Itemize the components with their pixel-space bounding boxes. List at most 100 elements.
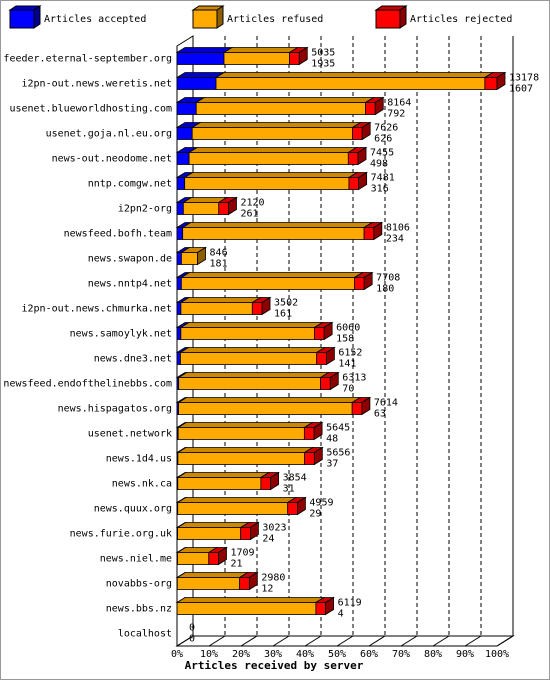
x-tick-label: 60% — [360, 649, 378, 660]
bar-front — [177, 527, 242, 540]
accepted-label: 37 — [326, 459, 338, 470]
total-label: 3023 — [262, 523, 286, 534]
bar-front — [176, 227, 184, 240]
bar-side — [250, 521, 259, 541]
bar-front — [354, 277, 365, 290]
accepted-label: 626 — [374, 134, 392, 145]
tick-mark — [272, 635, 290, 647]
x-tick-label: 40% — [296, 649, 314, 660]
legend-swatch — [399, 5, 407, 29]
accepted-label: 161 — [274, 309, 292, 320]
bar-segment — [364, 96, 385, 116]
total-label: 5656 — [326, 448, 350, 459]
bar-segment — [183, 172, 359, 190]
bar-front — [304, 452, 315, 465]
bar-front — [188, 152, 349, 165]
total-label: 7614 — [374, 398, 398, 409]
bar-front — [178, 402, 353, 415]
bar-side — [361, 396, 371, 416]
bar-top — [194, 97, 375, 103]
total-label: 5645 — [326, 423, 350, 434]
y-tick-label: news.furie.org.uk — [70, 529, 172, 540]
bar-segment — [483, 71, 507, 91]
y-tick-label: usenet.blueworldhosting.com — [9, 104, 172, 115]
bar-front — [315, 602, 326, 615]
bar-front — [195, 102, 366, 115]
bar-segment — [179, 297, 262, 315]
bar-front — [176, 77, 217, 90]
bar-front — [239, 577, 250, 590]
bar-segment — [175, 597, 326, 615]
y-tick-label: usenet.network — [88, 429, 172, 440]
bar-front — [251, 302, 263, 315]
accepted-label: 70 — [342, 384, 354, 395]
bar-front — [352, 127, 363, 140]
bar-side — [228, 196, 237, 216]
bar-segment — [217, 196, 238, 216]
bar-side — [261, 296, 271, 316]
tick-mark — [304, 635, 322, 647]
bar-side — [357, 146, 367, 166]
accepted-label: 234 — [386, 234, 404, 245]
total-label: 2980 — [261, 573, 285, 584]
tick-mark — [336, 635, 354, 647]
bar-front — [289, 52, 300, 65]
bar-segment — [214, 72, 495, 90]
legend-swatch — [192, 9, 218, 29]
accepted-label: 181 — [210, 259, 228, 270]
bar-side — [313, 421, 323, 441]
bar-side — [373, 221, 383, 241]
bar-segment — [302, 421, 324, 441]
total-label: 4959 — [309, 498, 333, 509]
accepted-label: 792 — [387, 109, 405, 120]
y-tick-label: news-out.neodome.net — [52, 154, 172, 165]
bar-front — [180, 277, 355, 290]
bar-front — [176, 102, 197, 115]
y-tick-label: nntp.comgw.net — [88, 179, 172, 190]
bar-segment — [315, 346, 336, 366]
bar-segment — [288, 46, 309, 66]
bar-segment — [319, 371, 340, 391]
bar-front — [176, 202, 184, 215]
bar-segment — [222, 47, 299, 65]
bar-front — [316, 352, 327, 365]
bar-top — [176, 497, 298, 503]
bar-top — [177, 397, 362, 403]
y-tick-label: news.nntp4.net — [88, 279, 172, 290]
bar-side — [297, 496, 306, 516]
bar-front — [184, 177, 350, 190]
bar-segment — [313, 321, 334, 341]
total-label: 6119 — [338, 598, 362, 609]
legend-swatch — [9, 9, 35, 29]
bar-front — [177, 452, 306, 465]
bar-front — [177, 502, 289, 515]
bar-segment — [239, 521, 260, 541]
x-tick-label: 30% — [264, 649, 282, 660]
bar-segment — [176, 497, 298, 515]
total-label: 6060 — [336, 323, 360, 334]
bar-side — [197, 246, 206, 266]
y-tick-label: i2pn-out.news.weretis.net — [21, 79, 172, 90]
bar-segment — [303, 446, 324, 466]
bar-side — [325, 596, 334, 616]
bar-top — [176, 422, 314, 428]
y-tick-label: newsfeed.endofthelinebbs.com — [3, 379, 172, 390]
bar-top — [190, 122, 362, 128]
tick-mark — [176, 635, 194, 647]
bar-front — [287, 502, 298, 515]
bar-front — [240, 527, 251, 540]
bar-segment — [175, 97, 206, 115]
bar-side — [313, 446, 323, 466]
bar-segment — [175, 122, 202, 140]
bar-side — [298, 46, 308, 66]
bar-segment — [176, 472, 271, 490]
bar-front — [176, 52, 225, 65]
bar-front — [182, 227, 365, 240]
bar-segment — [181, 197, 229, 215]
x-tick-label: 100% — [485, 649, 509, 660]
bar-front — [177, 552, 210, 565]
total-label: 0 — [189, 623, 195, 634]
bar-top — [176, 472, 271, 478]
bar-segment — [314, 596, 335, 616]
total-label: 6313 — [342, 373, 366, 384]
